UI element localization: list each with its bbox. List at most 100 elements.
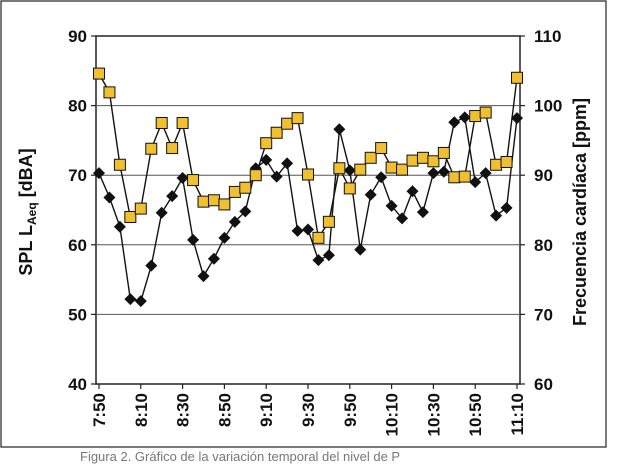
data-point-square [437,146,450,159]
data-point-diamond [145,259,158,272]
right-tick-label: 100 [534,97,562,116]
data-point-square [124,210,137,223]
data-point-square [155,117,168,129]
data-point-diamond [437,165,450,178]
data-point-diamond [406,185,419,198]
data-point-diamond [416,206,429,219]
right-tick-label: 60 [534,375,553,394]
data-point-diamond [500,201,513,214]
data-point-square [343,182,356,195]
data-point-square [479,106,492,119]
data-point-square [270,126,283,139]
data-point-diamond [312,254,325,267]
data-point-square [364,151,377,164]
data-point-square [218,198,231,211]
data-point-square [458,170,471,183]
x-tick-label: 10:30 [424,393,443,436]
left-tick-label: 60 [68,236,87,255]
left-tick-label: 80 [68,97,87,116]
left-tick-label: 70 [68,166,87,185]
figure-caption: Figura 2. Gráfico de la variación tempor… [80,449,400,464]
x-tick-label: 10:50 [466,393,485,436]
data-point-diamond [281,157,294,170]
data-point-diamond [479,167,492,180]
x-tick-label: 9:50 [341,393,360,427]
left-tick-label: 40 [68,375,87,394]
data-point-diamond [291,224,304,237]
data-point-diamond [103,191,116,204]
data-point-diamond [511,112,523,125]
data-point-diamond [490,209,503,222]
data-point-diamond [270,170,283,183]
data-point-diamond [260,153,273,166]
series-heart-rate [93,67,523,244]
data-point-square [239,181,252,194]
data-point-diamond [354,243,367,256]
data-point-square [187,174,200,187]
plot-area [95,35,521,385]
x-tick-label: 8:50 [215,393,234,427]
data-point-square [176,117,189,129]
data-point-square [197,195,210,208]
data-point-diamond [333,123,346,136]
data-point-diamond [343,164,356,177]
data-point-square [312,231,325,244]
left-axis-ticks: 40 50 60 70 80 90 [68,27,96,394]
right-tick-label: 80 [534,236,553,255]
data-point-square [490,158,503,171]
data-point-diamond [385,199,398,212]
data-point-diamond [364,188,377,201]
right-axis-title: Frecuencia cardíaca [ppm] [570,98,590,326]
data-point-diamond [134,295,147,308]
series-spl [93,111,523,308]
right-tick-label: 90 [534,166,553,185]
data-point-diamond [396,212,409,225]
series-group [93,67,523,308]
data-point-diamond [187,233,200,246]
data-point-square [207,194,220,207]
data-point-diamond [207,252,220,265]
data-point-square [134,202,147,215]
data-point-diamond [427,167,440,180]
data-point-square [322,215,335,228]
data-point-diamond [218,231,231,244]
data-point-square [113,158,126,171]
data-point-diamond [166,190,179,203]
data-point-square [333,162,346,175]
data-point-diamond [113,220,126,233]
right-tick-label: 70 [534,305,553,324]
data-point-square [385,161,398,174]
data-point-diamond [124,293,137,306]
data-point-square [396,163,409,176]
x-tick-label: 7:50 [90,393,109,427]
data-point-diamond [375,171,388,184]
data-point-diamond [302,223,314,236]
data-point-square [511,71,523,84]
data-point-diamond [458,111,471,124]
data-point-square [145,142,158,155]
data-point-square [103,86,116,99]
x-axis-ticks: 7:50 8:10 8:30 8:50 9:10 9:30 9:50 10:10 10:30 10… [90,384,527,436]
x-tick-label: 9:30 [299,393,318,427]
data-point-square [228,185,241,198]
data-point-diamond [155,206,168,219]
left-axis-title: SPL LAeq [dBA] [16,148,39,275]
x-tick-label: 11:10 [508,393,527,436]
data-point-square [281,117,294,130]
data-point-square [448,171,461,184]
data-point-square [93,67,105,80]
data-point-square [302,168,314,181]
data-point-diamond [228,215,241,228]
data-point-square [291,112,304,125]
data-point-diamond [469,176,482,189]
x-tick-label: 9:10 [257,393,276,427]
data-point-diamond [448,116,461,129]
data-point-diamond [197,270,210,283]
x-tick-label: 8:10 [132,393,151,427]
right-axis-ticks: 60 70 80 90 100 110 [520,27,562,394]
right-tick-label: 110 [534,27,561,46]
data-point-square [427,155,440,168]
data-point-square [500,155,513,168]
